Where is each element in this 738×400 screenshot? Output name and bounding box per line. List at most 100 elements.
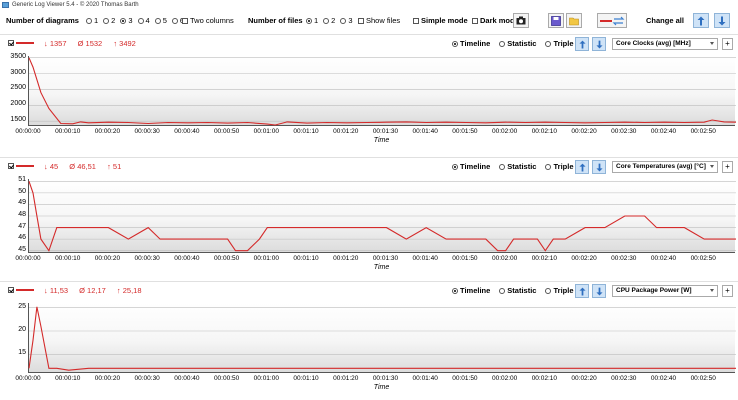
diagram-option-4[interactable]: 4 (137, 16, 150, 25)
arrow-up-icon (578, 40, 586, 48)
y-tick-label: 45 (18, 245, 26, 253)
x-tick-label: 00:02:10 (531, 375, 557, 382)
diagram-option-5[interactable]: 5 (154, 16, 167, 25)
mode-statistic[interactable]: Statistic (499, 39, 536, 48)
sensor-select[interactable]: CPU Package Power [W] (612, 285, 718, 297)
arrow-down-icon (718, 16, 726, 25)
panel-header: ↓ 11,53 Ø 12,17 ↑ 25,18 Timeline Statist… (0, 283, 738, 299)
sensor-select[interactable]: Core Temperatures (avg) [°C] (612, 161, 718, 173)
folder-icon (569, 17, 579, 25)
x-tick-label: 00:02:20 (571, 375, 597, 382)
x-tick-label: 00:00:20 (94, 255, 121, 262)
move-panel-down-button[interactable] (592, 37, 606, 51)
y-tick-label: 2000 (10, 100, 26, 108)
mode-timeline[interactable]: Timeline (452, 162, 490, 171)
move-panel-up-button[interactable] (575, 37, 589, 51)
chart-plot-area[interactable] (28, 179, 736, 253)
stat-min: ↓ 1357 (44, 39, 67, 48)
x-tick-label: 00:02:00 (491, 128, 518, 135)
chart-plot-area[interactable] (28, 56, 737, 126)
arrow-down-icon (595, 40, 603, 48)
file-option-1[interactable]: 1 (306, 16, 318, 25)
file-option-2[interactable]: 2 (323, 16, 335, 25)
add-series-button[interactable]: + (722, 38, 733, 50)
screenshot-button[interactable] (513, 13, 529, 28)
mode-triple[interactable]: Triple (545, 286, 574, 295)
y-tick-label: 1500 (10, 116, 26, 124)
mode-triple[interactable]: Triple (545, 39, 574, 48)
x-tick-label: 00:02:40 (650, 128, 677, 135)
line-style-button[interactable] (597, 13, 627, 28)
move-all-down-button[interactable] (714, 13, 730, 28)
mode-timeline[interactable]: Timeline (452, 39, 490, 48)
chart-plot-area[interactable] (28, 303, 736, 373)
add-series-button[interactable]: + (722, 285, 733, 297)
diagram-option-3[interactable]: 3 (120, 16, 133, 25)
diagram-option-1[interactable]: 1 (86, 16, 98, 25)
series-color-swatch[interactable] (16, 42, 34, 44)
x-tick-label: 00:01:10 (293, 375, 319, 382)
arrow-up-icon (578, 287, 586, 295)
y-tick-label: 46 (18, 234, 26, 242)
x-tick-label: 00:01:00 (253, 128, 279, 135)
diagram-option-6[interactable]: 6 (171, 16, 184, 25)
open-folder-button[interactable] (566, 13, 582, 28)
move-panel-up-button[interactable] (575, 284, 589, 298)
panel-visible-checkbox[interactable] (8, 163, 14, 169)
panel-stats: ↓ 11,53 Ø 12,17 ↑ 25,18 (44, 286, 151, 295)
y-tick-label: 25 (18, 302, 26, 310)
chart-svg-3 (28, 306, 736, 371)
move-panel-down-button[interactable] (592, 284, 606, 298)
view-mode-radio-group: Timeline Statistic Triple (452, 39, 574, 48)
simple-mode-checkbox[interactable]: Simple mode (413, 16, 468, 25)
two-columns-checkbox[interactable]: Two columns (182, 16, 234, 25)
panel-separator (0, 34, 738, 35)
mode-triple[interactable]: Triple (545, 162, 574, 171)
x-tick-label: 00:02:30 (611, 375, 637, 382)
panel-visible-checkbox[interactable] (8, 40, 14, 46)
title-bar: Generic Log Viewer 5.4 - © 2020 Thomas B… (0, 0, 738, 11)
stat-max: ↑ 3492 (113, 39, 136, 48)
sensor-select[interactable]: Core Clocks (avg) [MHz] (612, 38, 718, 50)
add-series-button[interactable]: + (722, 161, 733, 173)
mode-timeline[interactable]: Timeline (452, 286, 490, 295)
move-panel-down-button[interactable] (592, 160, 606, 174)
file-option-3[interactable]: 3 (340, 16, 353, 25)
stat-avg: Ø 46,51 (69, 162, 96, 171)
y-tick-label: 48 (18, 211, 26, 218)
series-color-swatch[interactable] (16, 165, 34, 167)
move-all-up-button[interactable] (693, 13, 709, 28)
x-axis-label: Time (373, 137, 390, 144)
x-tick-label: 00:02:30 (611, 255, 637, 262)
panel-separator (0, 157, 738, 158)
x-tick-label: 00:02:50 (690, 128, 716, 135)
diagram-count-radio-group: 1 2 3 4 5 6 (86, 16, 184, 25)
panel-stats: ↓ 1357 Ø 1532 ↑ 3492 (44, 39, 145, 48)
series-color-swatch[interactable] (16, 289, 34, 291)
panel-header: ↓ 45 Ø 46,51 ↑ 51 Timeline Statistic Tri… (0, 159, 738, 175)
x-tick-label: 00:02:20 (571, 128, 597, 135)
x-tick-label: 00:00:20 (94, 128, 121, 135)
x-tick-label: 00:02:30 (611, 128, 637, 135)
x-tick-label: 00:00:40 (174, 255, 200, 262)
x-tick-label: 00:00:00 (15, 128, 41, 135)
diagram-option-2[interactable]: 2 (103, 16, 115, 25)
arrow-up-icon (578, 163, 586, 171)
x-tick-label: 00:01:30 (372, 255, 399, 262)
save-button[interactable] (548, 13, 564, 28)
dark-mode-checkbox[interactable]: Dark mod (472, 16, 515, 25)
series-line (28, 57, 737, 126)
window-title: Generic Log Viewer 5.4 - © 2020 Thomas B… (12, 2, 139, 8)
x-tick-label: 00:01:40 (412, 128, 438, 135)
x-axis-label: Time (373, 384, 390, 391)
stat-avg: Ø 1532 (77, 39, 103, 48)
x-tick-label: 00:00:50 (213, 128, 240, 135)
mode-statistic[interactable]: Statistic (499, 286, 536, 295)
show-files-checkbox[interactable]: Show files (358, 16, 400, 25)
x-tick-label: 00:00:10 (55, 128, 81, 135)
mode-statistic[interactable]: Statistic (499, 162, 536, 171)
panel-visible-checkbox[interactable] (8, 287, 14, 293)
x-tick-label: 00:02:40 (650, 255, 677, 262)
move-panel-up-button[interactable] (575, 160, 589, 174)
files-label: Number of files (248, 16, 303, 25)
